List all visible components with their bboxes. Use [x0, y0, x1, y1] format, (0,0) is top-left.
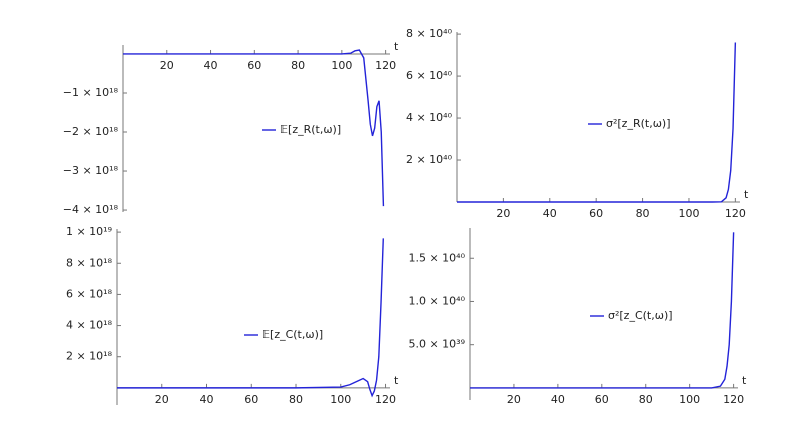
x-tick-label: 100 — [331, 59, 352, 72]
y-tick-label: −3 × 10¹⁸ — [63, 164, 119, 177]
x-tick-label: 120 — [375, 59, 396, 72]
y-tick-label: 6 × 10⁴⁰ — [406, 69, 453, 82]
x-tick-label: 20 — [155, 393, 169, 406]
y-tick-label: 4 × 10¹⁸ — [66, 319, 113, 332]
legend-label: 𝔼[z_R(t,ω)] — [280, 123, 341, 136]
x-tick-label: 100 — [679, 393, 700, 406]
data-line — [457, 42, 737, 203]
y-tick-label: 2 × 10¹⁸ — [66, 350, 113, 363]
x-tick-label: 120 — [723, 393, 744, 406]
x-tick-label: 60 — [244, 393, 258, 406]
legend-label: 𝔼[z_C(t,ω)] — [262, 328, 323, 341]
x-tick-label: 40 — [200, 393, 214, 406]
y-tick-label: −2 × 10¹⁸ — [63, 125, 119, 138]
x-tick-label: 60 — [247, 59, 261, 72]
x-tick-label: 100 — [330, 393, 351, 406]
x-axis-label: t — [394, 40, 399, 53]
x-tick-label: 120 — [725, 207, 746, 220]
x-tick-label: 40 — [204, 59, 218, 72]
x-tick-label: 80 — [289, 393, 303, 406]
y-tick-label: 4 × 10⁴⁰ — [406, 111, 453, 124]
y-tick-label: 8 × 10⁴⁰ — [406, 27, 453, 40]
y-tick-label: 1.0 × 10⁴⁰ — [408, 294, 465, 307]
x-tick-label: 60 — [595, 393, 609, 406]
data-line — [123, 49, 385, 207]
y-tick-label: 8 × 10¹⁸ — [66, 256, 113, 269]
x-tick-label: 60 — [589, 207, 603, 220]
y-tick-label: 1 × 10¹⁹ — [66, 225, 112, 238]
x-tick-label: 100 — [678, 207, 699, 220]
x-tick-label: 80 — [291, 59, 305, 72]
legend-label: σ²[z_R(t,ω)] — [606, 117, 671, 130]
x-tick-label: 40 — [543, 207, 557, 220]
x-axis-label: t — [394, 374, 399, 387]
x-axis-label: t — [742, 374, 747, 387]
y-tick-label: 6 × 10¹⁸ — [66, 287, 113, 300]
x-tick-label: 20 — [507, 393, 521, 406]
x-tick-label: 120 — [375, 393, 396, 406]
y-tick-label: 5.0 × 10³⁹ — [408, 338, 465, 351]
y-tick-label: −4 × 10¹⁸ — [63, 203, 119, 216]
y-tick-label: 1.5 × 10⁴⁰ — [408, 251, 465, 264]
x-tick-label: 80 — [636, 207, 650, 220]
x-tick-label: 20 — [496, 207, 510, 220]
x-axis-label: t — [744, 188, 749, 201]
data-line — [117, 238, 384, 398]
y-tick-label: 2 × 10⁴⁰ — [406, 153, 453, 166]
legend-label: σ²[z_C(t,ω)] — [608, 309, 673, 322]
y-tick-label: −1 × 10¹⁸ — [63, 86, 119, 99]
x-tick-label: 80 — [639, 393, 653, 406]
x-tick-label: 40 — [551, 393, 565, 406]
x-tick-label: 20 — [160, 59, 174, 72]
data-line — [470, 232, 735, 389]
